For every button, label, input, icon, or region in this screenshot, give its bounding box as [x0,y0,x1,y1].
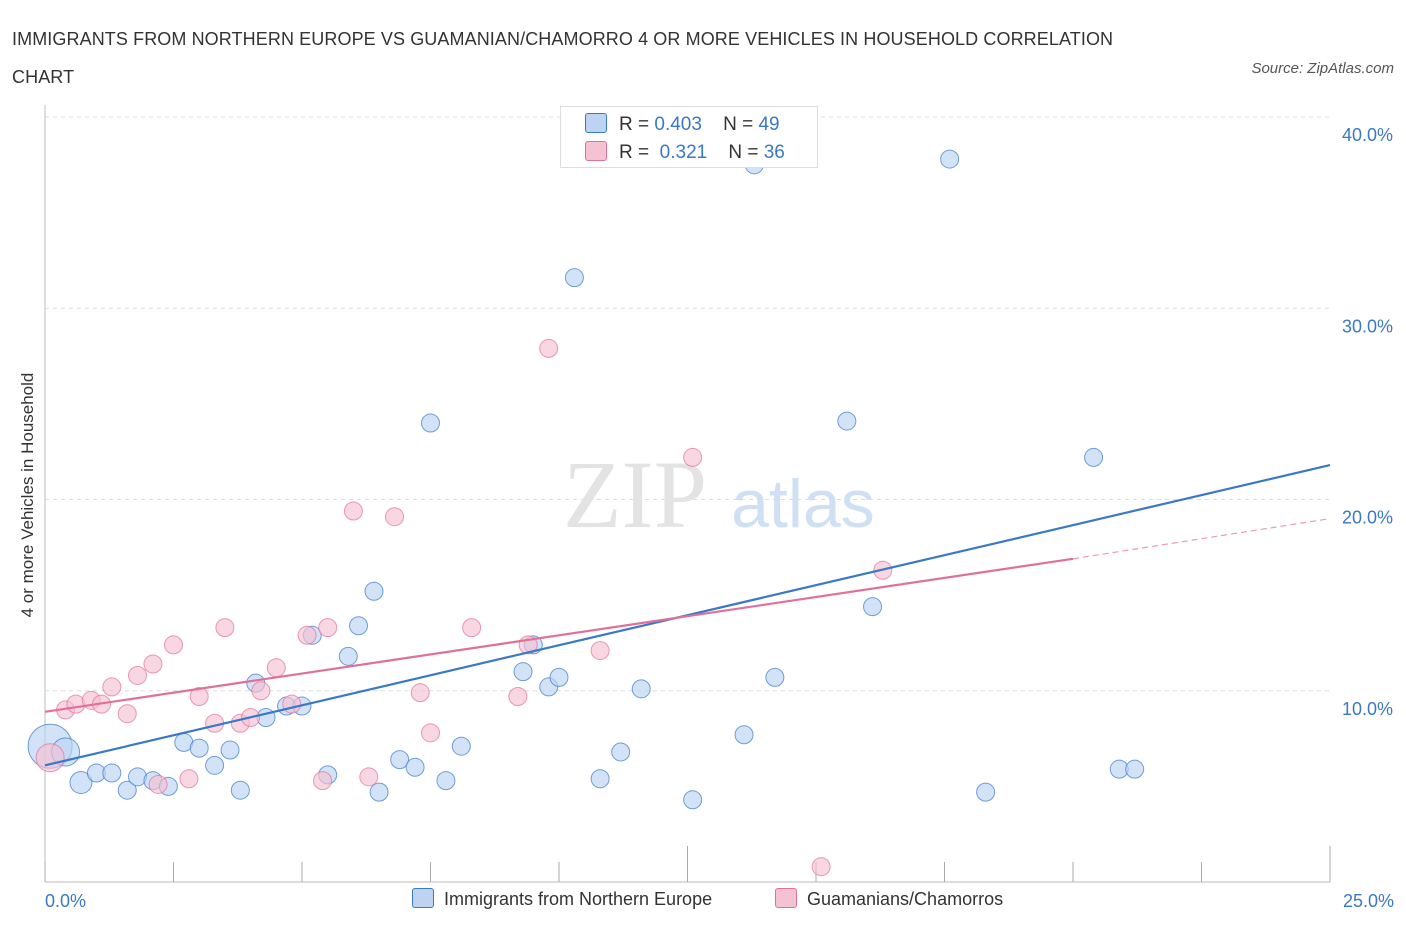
pink-point [179,769,199,789]
pink-point [164,635,183,655]
pink-point [508,686,528,706]
pink-point [266,658,286,678]
blue-point [220,740,240,760]
pink-point [102,677,122,697]
pink-point [117,704,137,724]
y-tick-label: 20.0% [1342,508,1393,528]
blue-point [564,268,584,288]
source-label: Source: ZipAtlas.com [1251,60,1394,77]
trend-lines [44,464,1331,767]
y-tick-label: 40.0% [1342,125,1393,145]
pink-point [462,618,482,638]
blue-point [369,782,389,802]
legend-n-value: 49 [758,114,780,135]
legend-r-value: 0.321 [659,142,708,163]
blue-point [349,616,369,636]
blue-point [436,771,456,791]
pink-point [811,857,831,877]
blue-point [1084,447,1104,467]
series-legend-label: Immigrants from Northern Europe [444,889,713,909]
legend-row-blue: R = 0.403 N = 49 [585,113,780,137]
legend-row-pink: R = 0.321 N = 36 [585,141,785,165]
blue-point [230,780,250,800]
pink-point [148,774,168,794]
axes [44,105,1331,883]
legend-r-label: R = [619,114,650,135]
watermark-zip: ZIP [563,441,707,548]
blue-point [421,413,440,433]
series-legend-label: Guamanians/Chamorros [807,889,1004,909]
pink-point [343,501,363,521]
pink-trend-line-extension [1072,518,1331,560]
blue-point [69,771,93,795]
blue-point [117,780,137,800]
pink-point [251,681,271,701]
blue-point [451,736,471,756]
series-legend-blue: Immigrants from Northern Europe [412,888,712,910]
y-tick-label: 30.0% [1342,316,1393,336]
pink-point [385,507,405,527]
pink-point [282,694,302,714]
blue-swatch [585,113,607,133]
series-legend-pink: Guamanians/Chamorros [775,888,1003,910]
pink-swatch [775,888,797,908]
watermark-atlas: atlas [731,466,875,542]
blue-point [390,750,410,770]
blue-point [863,597,883,617]
blue-point [338,646,358,666]
blue-point [513,662,533,682]
pink-point [539,338,559,358]
watermark: ZIP atlas [563,441,875,548]
pink-point [410,683,430,703]
y-tick-label: 10.0% [1342,699,1393,719]
pink-point [313,771,333,791]
pink-point [215,618,235,638]
pink-point [318,618,338,638]
blue-point [765,667,785,687]
legend-n-label: N = [723,114,754,135]
data-points [27,107,1145,877]
blue-point [940,149,960,169]
blue-swatch [412,888,434,908]
legend-n-value: 36 [763,142,785,163]
y-tick-labels: 10.0% 20.0% 30.0% 40.0% [1342,125,1393,719]
blue-point [837,411,857,431]
blue-point [364,581,384,601]
blue-point [734,725,754,745]
pink-point [590,641,610,661]
pink-point [35,743,65,773]
blue-point [189,738,209,758]
blue-point [590,769,610,789]
legend-r-value: 0.403 [654,114,702,135]
pink-point [421,723,440,743]
x-tick-label-max: 25.0% [1342,891,1394,911]
x-tick-label-min: 0.0% [45,891,87,911]
chart-title: IMMIGRANTS FROM NORTHERN EUROPE VS GUAMA… [12,29,1114,87]
blue-point [205,755,225,775]
pink-point [128,665,148,685]
legend-n-label: N = [728,142,759,163]
blue-point [102,763,122,783]
blue-point [1125,759,1145,779]
blue-point [611,742,631,762]
gridlines [45,116,1330,692]
pink-swatch [585,141,607,161]
pink-point [189,686,209,706]
blue-point [405,757,425,777]
pink-trend-line [44,557,1074,713]
blue-point [549,667,569,687]
legend-r-label: R = [619,142,650,163]
blue-point [631,679,651,699]
correlation-legend: R = 0.403 N = 49 R = 0.321 N = 36 [560,106,818,168]
blue-point [976,782,996,802]
pink-point [297,625,317,645]
blue-point [683,790,703,810]
pink-point [143,654,163,674]
pink-point [683,447,703,467]
pink-point [359,767,379,787]
